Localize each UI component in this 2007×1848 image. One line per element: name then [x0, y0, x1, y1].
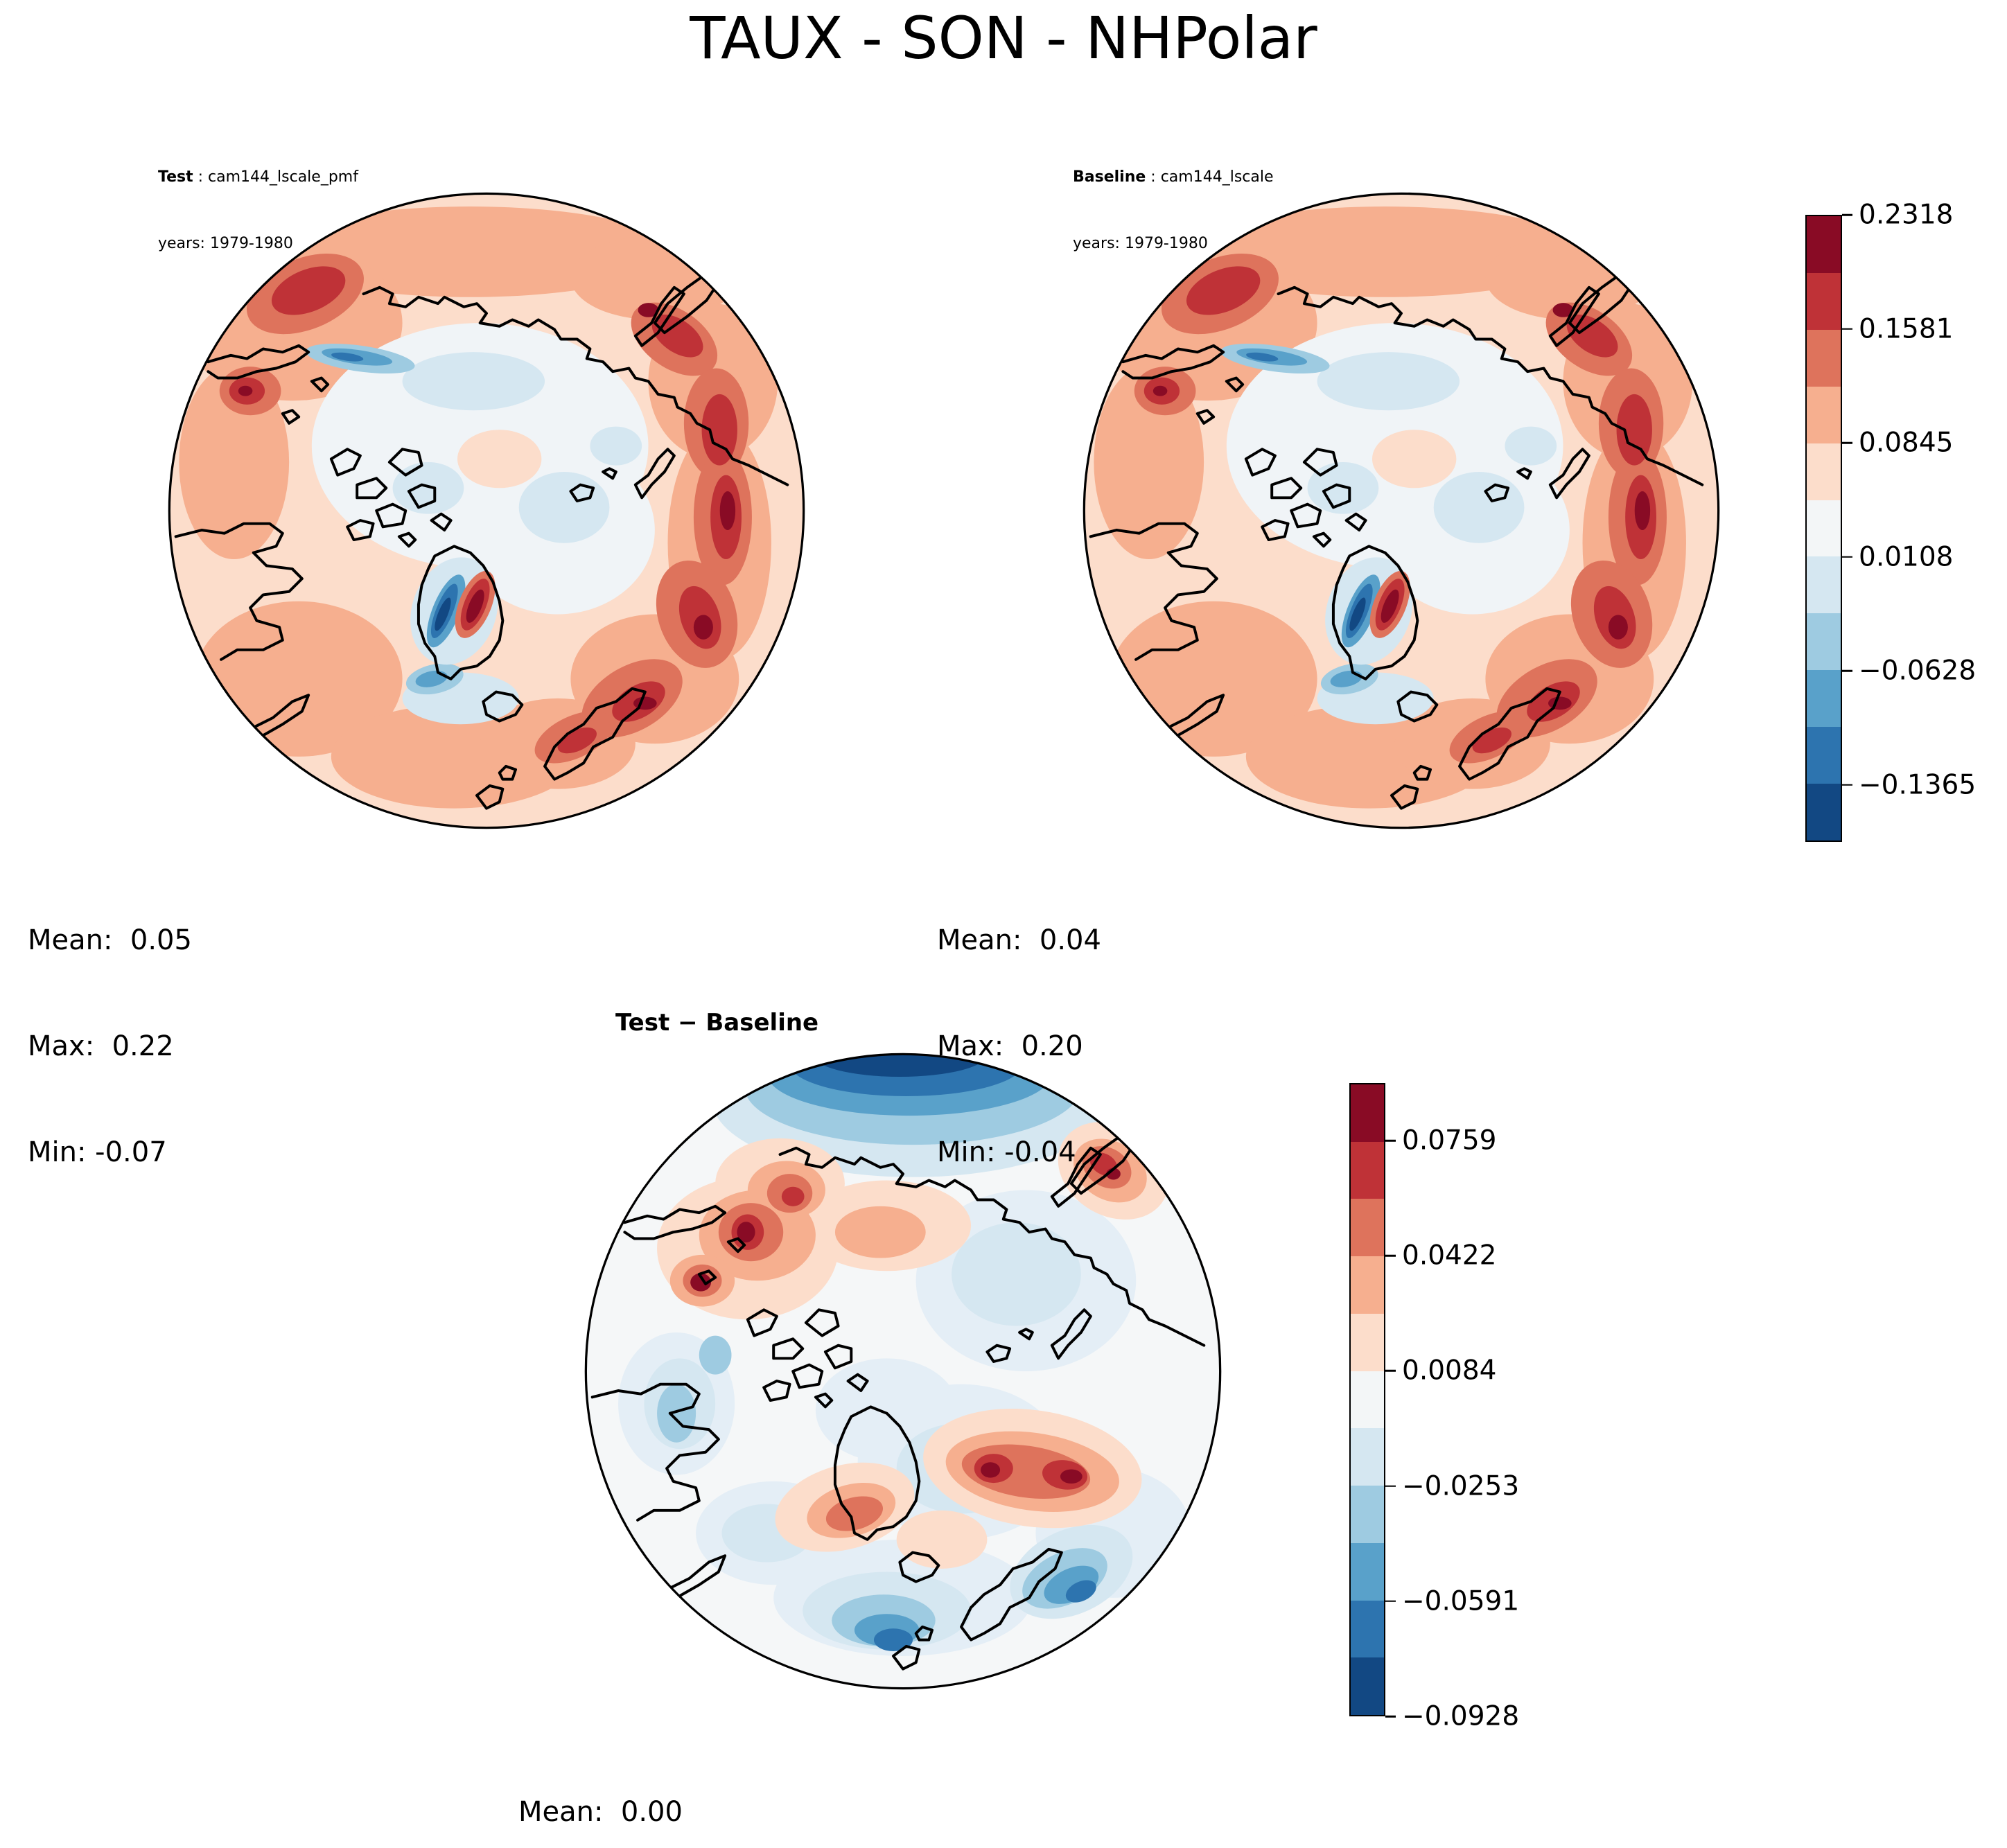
colorbar-main: 0.2318 0.1581 0.0845 0.0108 −0.0628 −0.1365 [1805, 200, 1976, 842]
panel-baseline-stats: Mean: 0.04 Max: 0.20 Min: -0.04 [937, 852, 1101, 1241]
colorbar-tick [1842, 556, 1852, 558]
colorbar-tick-label: −0.1365 [1859, 769, 1977, 801]
colorbar-tick-label: 0.2318 [1859, 199, 1954, 231]
panel-baseline-years: years: 1979-1980 [1073, 235, 1208, 252]
colorbar-segment [1807, 500, 1841, 557]
colorbar-tick-label: 0.0845 [1859, 427, 1954, 459]
colorbar-segment [1351, 1542, 1384, 1601]
colorbar-segment [1807, 727, 1841, 784]
colorbar-segment [1807, 443, 1841, 500]
stat-min: Min: -0.04 [937, 1136, 1076, 1168]
colorbar-tick [1842, 213, 1852, 216]
colorbar-segment [1351, 1600, 1384, 1658]
stat-mean: Mean: 0.00 [518, 1796, 683, 1828]
colorbar-tick-label: −0.0253 [1402, 1470, 1520, 1502]
colorbar-segment [1351, 1428, 1384, 1486]
panel-baseline-label: Baseline [1073, 168, 1146, 186]
colorbar-segment [1351, 1313, 1384, 1371]
map-diff [579, 1022, 1227, 1695]
colorbar-segment [1351, 1657, 1384, 1716]
panel-test-run-name: cam144_lscale_pmf [208, 168, 358, 186]
panel-test-years: years: 1979-1980 [158, 235, 293, 252]
colorbar-tick [1385, 1715, 1396, 1718]
stat-mean: Mean: 0.05 [28, 924, 192, 956]
colorbar-tick-label: 0.0422 [1402, 1240, 1497, 1271]
colorbar-segment [1807, 329, 1841, 387]
colorbar-tick [1385, 1255, 1396, 1257]
map-baseline [1078, 187, 1725, 834]
colorbar-segment [1807, 272, 1841, 330]
colorbar-segment [1807, 613, 1841, 671]
panel-test-header-line1: Test : cam144_lscale_pmf [158, 166, 358, 188]
colorbar-segment [1807, 670, 1841, 728]
stat-max: Max: 0.22 [28, 1030, 174, 1062]
colorbar-segment [1807, 556, 1841, 614]
panel-test-label: Test [158, 168, 193, 186]
colorbar-segment [1807, 216, 1841, 273]
colorbar-tick [1385, 1370, 1396, 1372]
stat-max: Max: 0.20 [937, 1030, 1083, 1062]
colorbar-tick-label: 0.0084 [1402, 1355, 1497, 1387]
panel-baseline-header: Baseline : cam144_lscale years: 1979-198… [1073, 122, 1274, 299]
map-test [163, 187, 810, 834]
panel-test-stats: Mean: 0.05 Max: 0.22 Min: -0.07 [28, 852, 192, 1241]
colorbar-tick-label: 0.0108 [1859, 541, 1954, 573]
figure-title: TAUX - SON - NHPolar [690, 4, 1317, 72]
panel-baseline-sep: : [1146, 168, 1161, 186]
colorbar-tick [1385, 1139, 1396, 1142]
panel-diff-stats: Mean: 0.00 Max: 0.09 Min: -0.09 [518, 1724, 683, 1848]
colorbar-diff-bar [1349, 1083, 1385, 1716]
colorbar-tick [1842, 669, 1852, 672]
colorbar-segment [1351, 1371, 1384, 1429]
colorbar-tick-label: 0.0759 [1402, 1125, 1497, 1156]
colorbar-tick-label: 0.1581 [1859, 313, 1954, 345]
panel-baseline-run-name: cam144_lscale [1160, 168, 1274, 186]
colorbar-tick [1385, 1485, 1396, 1487]
colorbar-segment [1351, 1256, 1384, 1314]
colorbar-tick [1842, 784, 1852, 786]
panel-diff-title: Test − Baseline [615, 1009, 819, 1037]
colorbar-tick [1842, 441, 1852, 444]
colorbar-main-bar [1805, 215, 1842, 842]
colorbar-diff: 0.0759 0.0422 0.0084 −0.0253 −0.0591 −0.0928 [1349, 1083, 1519, 1732]
colorbar-segment [1351, 1141, 1384, 1199]
colorbar-tick [1385, 1600, 1396, 1603]
colorbar-tick-label: −0.0591 [1402, 1585, 1520, 1617]
stat-min: Min: -0.07 [28, 1136, 167, 1168]
colorbar-tick-label: −0.0928 [1402, 1700, 1520, 1732]
colorbar-segment [1351, 1084, 1384, 1142]
colorbar-segment [1807, 784, 1841, 841]
colorbar-tick [1842, 328, 1852, 330]
panel-test-header: Test : cam144_lscale_pmf years: 1979-198… [158, 122, 358, 299]
colorbar-tick-label: −0.0628 [1859, 655, 1977, 687]
colorbar-segment [1351, 1486, 1384, 1543]
stat-mean: Mean: 0.04 [937, 924, 1101, 956]
panel-test-sep: : [193, 168, 209, 186]
colorbar-segment [1807, 386, 1841, 443]
panel-baseline-header-line1: Baseline : cam144_lscale [1073, 166, 1274, 188]
colorbar-segment [1351, 1199, 1384, 1257]
